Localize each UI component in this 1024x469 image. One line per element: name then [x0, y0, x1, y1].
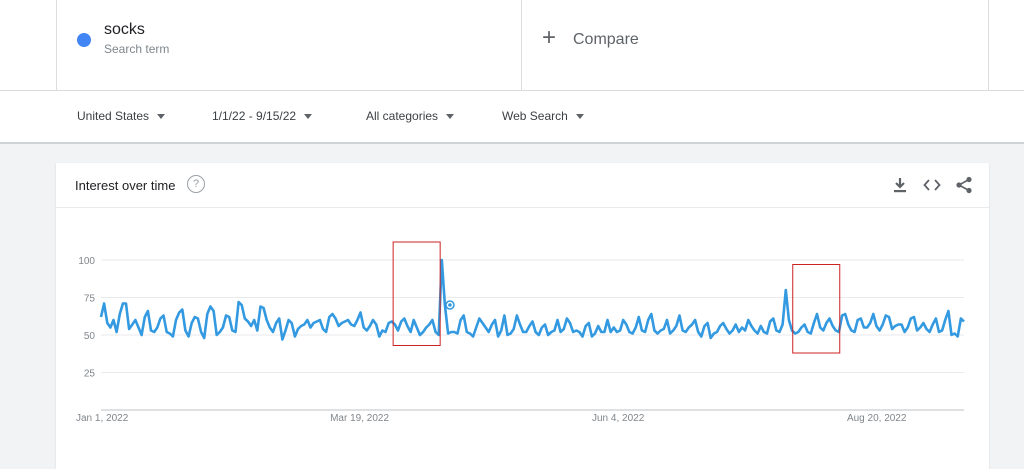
date-range-dropdown[interactable]: 1/1/22 - 9/15/22	[212, 109, 312, 123]
hover-point-dot	[448, 303, 452, 307]
search-term-name[interactable]: socks	[104, 21, 145, 39]
series-line-socks	[101, 260, 964, 340]
search-type-dropdown[interactable]: Web Search	[502, 109, 584, 123]
region-dropdown[interactable]: United States	[77, 109, 165, 123]
y-tick-label: 75	[84, 294, 96, 305]
interest-over-time-card: Interest over time ? 25 50 75 100 Jan 1, 202…	[56, 163, 989, 469]
x-tick-label: Jan 1, 2022	[76, 413, 129, 424]
category-label: All categories	[366, 109, 438, 123]
plus-icon: +	[542, 26, 556, 50]
x-tick-label: Mar 19, 2022	[330, 413, 389, 424]
term-color-dot	[77, 33, 91, 47]
search-term-subtitle: Search term	[104, 42, 169, 56]
y-tick-label: 100	[78, 256, 95, 267]
search-term-card[interactable]: socks Search term	[56, 0, 522, 90]
date-range-label: 1/1/22 - 9/15/22	[212, 109, 296, 123]
chevron-down-icon	[157, 114, 165, 119]
interest-line-chart: 25 50 75 100 Jan 1, 2022 Mar 19, 2022 Jun 4, 2…	[56, 163, 989, 469]
search-type-label: Web Search	[502, 109, 568, 123]
filter-bar: United States 1/1/22 - 9/15/22 All categ…	[0, 91, 1024, 144]
region-label: United States	[77, 109, 149, 123]
annotation-box	[793, 265, 840, 354]
compare-button[interactable]: + Compare	[522, 0, 989, 90]
x-tick-label: Jun 4, 2022	[592, 413, 645, 424]
chevron-down-icon	[576, 114, 584, 119]
x-tick-label: Aug 20, 2022	[847, 413, 907, 424]
search-terms-bar: socks Search term + Compare	[0, 0, 1024, 91]
chevron-down-icon	[304, 114, 312, 119]
y-tick-label: 50	[84, 331, 96, 342]
chevron-down-icon	[446, 114, 454, 119]
y-tick-label: 25	[84, 369, 96, 380]
category-dropdown[interactable]: All categories	[366, 109, 454, 123]
compare-label: Compare	[573, 31, 639, 49]
